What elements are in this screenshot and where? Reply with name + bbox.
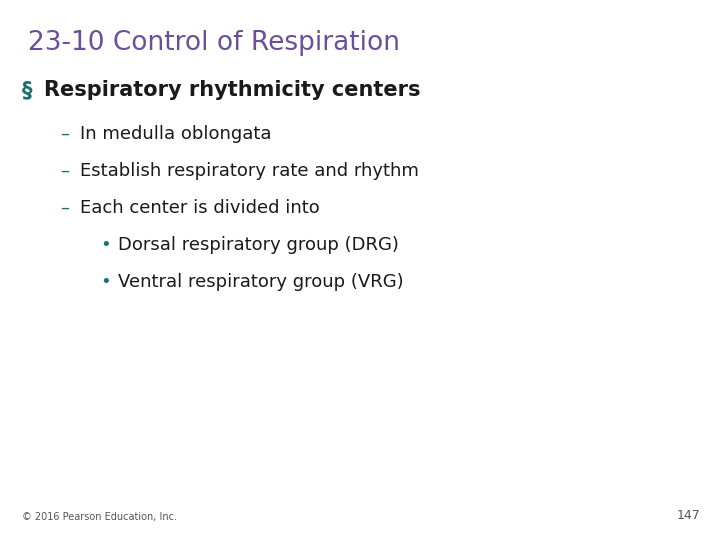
Text: 23-10 Control of Respiration: 23-10 Control of Respiration bbox=[28, 30, 400, 56]
Text: §: § bbox=[22, 80, 32, 100]
Text: © 2016 Pearson Education, Inc.: © 2016 Pearson Education, Inc. bbox=[22, 512, 177, 522]
Text: –: – bbox=[60, 125, 69, 143]
Text: 147: 147 bbox=[676, 509, 700, 522]
Text: Each center is divided into: Each center is divided into bbox=[80, 199, 320, 217]
Text: –: – bbox=[60, 199, 69, 217]
Text: Establish respiratory rate and rhythm: Establish respiratory rate and rhythm bbox=[80, 162, 419, 180]
Text: In medulla oblongata: In medulla oblongata bbox=[80, 125, 271, 143]
Text: Dorsal respiratory group (DRG): Dorsal respiratory group (DRG) bbox=[118, 236, 399, 254]
Text: Ventral respiratory group (VRG): Ventral respiratory group (VRG) bbox=[118, 273, 404, 291]
Text: Respiratory rhythmicity centers: Respiratory rhythmicity centers bbox=[44, 80, 420, 100]
Text: •: • bbox=[100, 273, 111, 291]
Text: •: • bbox=[100, 236, 111, 254]
Text: –: – bbox=[60, 162, 69, 180]
